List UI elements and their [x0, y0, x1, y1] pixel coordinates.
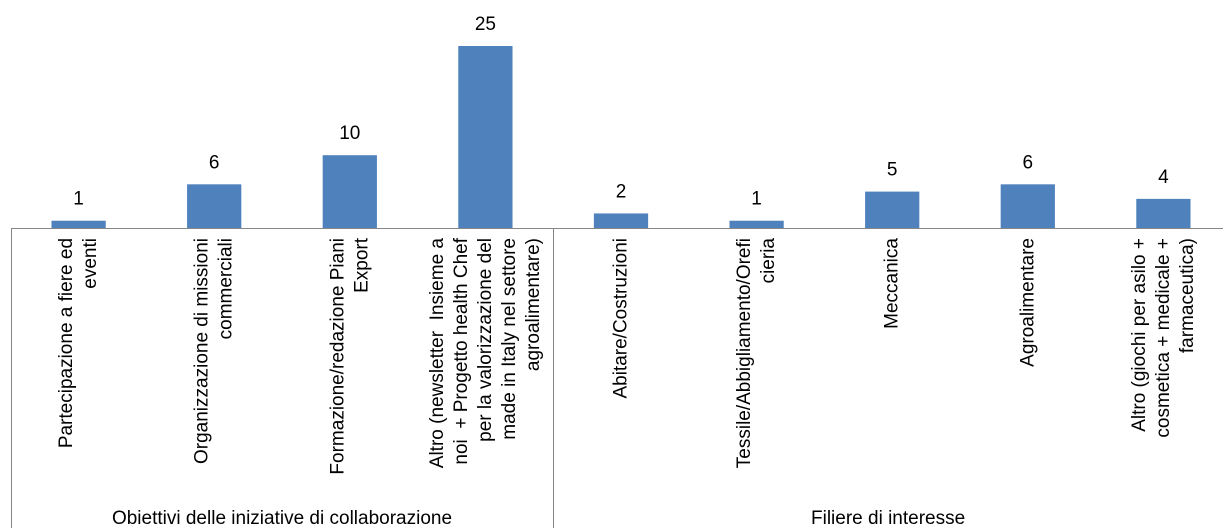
category-label: farmaceutica)	[1177, 238, 1198, 353]
category-label: cieria	[758, 238, 779, 284]
category-group-labels: Obiettivi delle iniziative di collaboraz…	[112, 508, 965, 528]
bar	[1136, 198, 1191, 228]
group-label: Obiettivi delle iniziative di collaboraz…	[112, 508, 452, 528]
data-label: 6	[1023, 152, 1034, 173]
bar-series	[51, 46, 1191, 228]
category-label: Formazione/redazione Piani	[327, 238, 348, 475]
category-axis	[11, 228, 1223, 528]
category-label: commerciali	[216, 238, 237, 339]
bar	[51, 220, 106, 228]
category-label: Altro (newsletter Insieme a	[427, 238, 448, 469]
bar	[1000, 184, 1055, 228]
bar	[187, 184, 242, 228]
category-label: Agroalimentare	[1017, 238, 1038, 367]
category-label: Abitare/Costruzioni	[611, 238, 632, 399]
category-label: cosmetica + medicale +	[1153, 238, 1174, 438]
category-tick-labels: Partecipazione a fiere ed eventi Organizza…	[56, 237, 1198, 474]
category-label: Export	[351, 237, 372, 293]
category-label: per la valorizzazione del	[475, 238, 496, 442]
data-label: 2	[616, 181, 627, 202]
data-label: 25	[475, 14, 496, 35]
data-labels: 1 6 10 25 2 1 5 6 4	[73, 14, 1169, 210]
data-label: 1	[73, 189, 84, 210]
category-label: agroalimentare)	[523, 238, 544, 371]
bar	[865, 191, 920, 228]
category-label: Meccanica	[882, 238, 903, 329]
data-label: 6	[209, 152, 220, 173]
category-label: Tessile/Abbigliamento/Orefi	[734, 238, 755, 468]
category-label: made in Italy nel settore	[499, 238, 520, 440]
data-label: 10	[339, 123, 360, 144]
data-label: 5	[887, 160, 898, 181]
bar	[322, 155, 377, 228]
data-label: 1	[751, 189, 762, 210]
bar	[593, 213, 649, 228]
group-label: Filiere di interesse	[811, 508, 965, 528]
bar	[729, 220, 784, 228]
bar	[458, 46, 513, 228]
category-label: Organizzazione di missioni	[192, 238, 213, 464]
category-label: eventi	[80, 238, 101, 289]
category-label: Altro (giochi per asilo +	[1129, 238, 1150, 432]
category-label: noi + Progetto health Chef	[451, 237, 472, 464]
data-label: 4	[1158, 167, 1169, 188]
category-label: Partecipazione a fiere ed	[56, 238, 77, 448]
